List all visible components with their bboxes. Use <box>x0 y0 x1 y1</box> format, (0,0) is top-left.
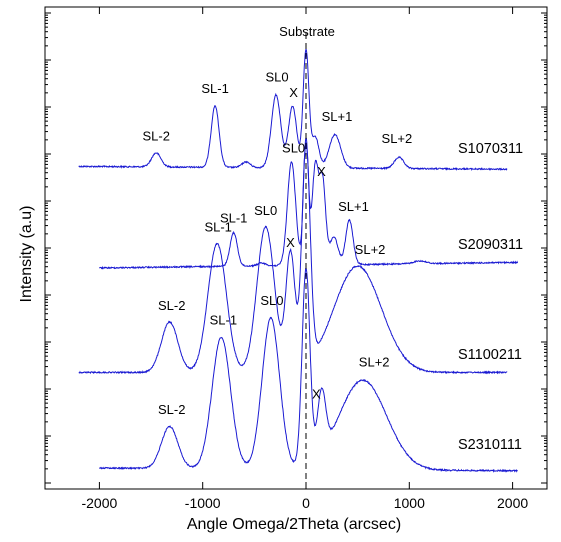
x-tick-label: 0 <box>302 495 310 511</box>
y-axis-title: Intensity (a.u) <box>18 206 35 303</box>
peak-annotation: SL+1 <box>322 109 353 124</box>
peak-annotation: X <box>289 85 298 100</box>
x-tick-label: -2000 <box>81 495 117 511</box>
peak-annotation: X <box>312 386 321 401</box>
series-layer <box>78 47 519 473</box>
labels-layer: S1070311SL-2SL-1SL0XSL+1SL+2S2090311SL-1… <box>142 70 523 453</box>
peak-annotation: SL-2 <box>158 298 185 313</box>
peak-annotation: SL+1 <box>338 199 369 214</box>
peak-annotation: SL-1 <box>210 312 237 327</box>
peak-annotation: SL-2 <box>142 128 169 143</box>
x-tick-label: 2000 <box>497 495 528 511</box>
peak-annotation: SL0 <box>260 293 283 308</box>
peak-annotation: SL+2 <box>355 242 386 257</box>
peak-annotation: X <box>317 164 326 179</box>
ticks-layer: -2000 -1000 0 1000 2000 <box>45 7 547 511</box>
series-line <box>78 141 508 375</box>
x-tick-label: 1000 <box>394 495 425 511</box>
x-axis-title: Angle Omega/2Theta (arcsec) <box>187 516 401 533</box>
x-tick-label: -1000 <box>185 495 221 511</box>
series-name-label: S2090311 <box>458 237 523 253</box>
peak-annotation: SL-1 <box>201 81 228 96</box>
series-name-label: S2310111 <box>458 437 522 453</box>
substrate-label: Substrate <box>279 24 335 39</box>
series-line <box>99 136 519 270</box>
peak-annotation: SL+2 <box>382 131 413 146</box>
series-line <box>99 266 518 473</box>
peak-annotation: SL0 <box>254 203 277 218</box>
series-name-label: S1100211 <box>458 347 522 363</box>
peak-annotation: SL-2 <box>158 402 185 417</box>
series-line <box>78 47 508 172</box>
peak-annotation: X <box>286 235 295 250</box>
peak-annotation: SL-1 <box>204 220 231 235</box>
series-name-label: S1070311 <box>458 141 523 157</box>
peak-annotation: SL0 <box>266 70 289 85</box>
peak-annotation: SL+2 <box>359 354 390 369</box>
peak-annotation: SL0 <box>282 140 305 155</box>
peak-annotation: SL-1 <box>220 210 247 225</box>
